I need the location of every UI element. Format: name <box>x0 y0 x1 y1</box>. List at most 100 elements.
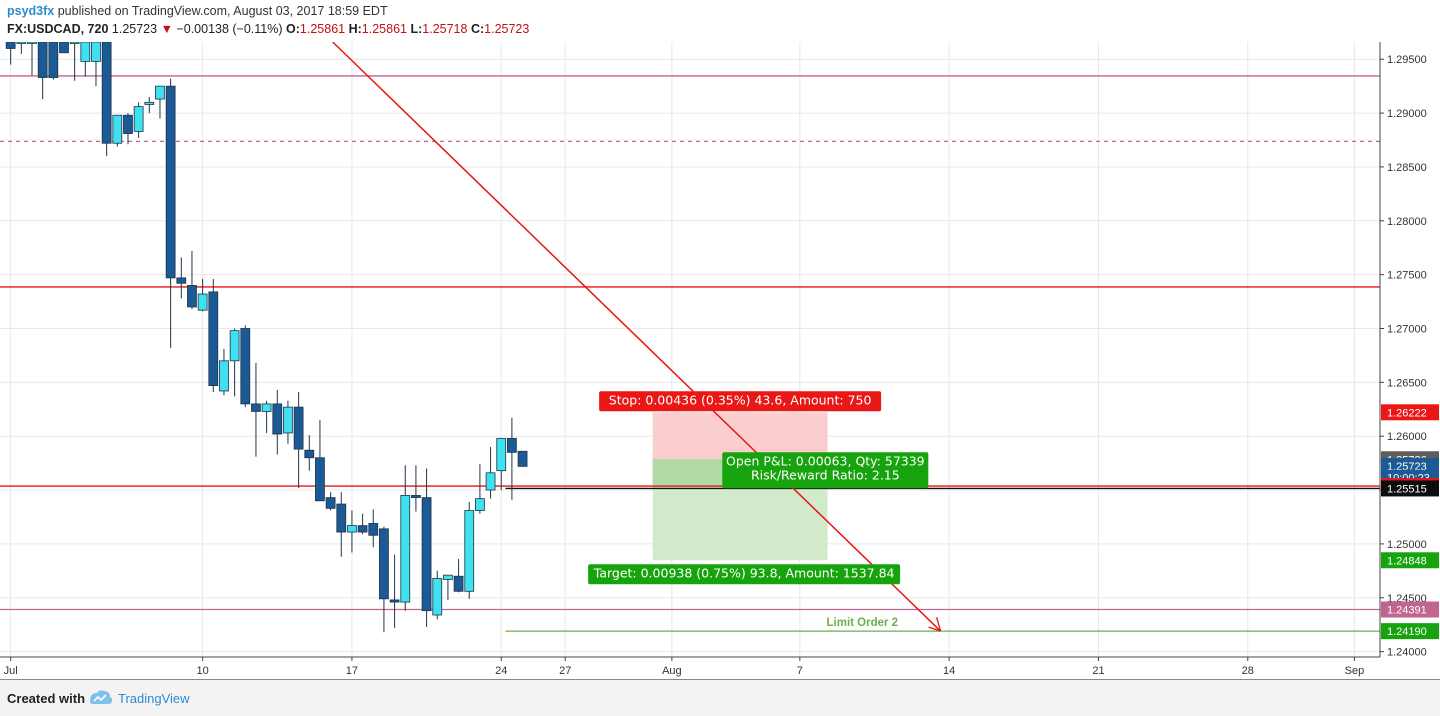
candle-body <box>400 495 411 603</box>
candle-body <box>80 41 91 62</box>
pnl-label-text: Open P&L: 0.00063, Qty: 57339 <box>726 453 925 468</box>
candle-body <box>101 41 112 144</box>
candle-body <box>485 472 496 491</box>
time-tick-label: Jul <box>4 665 18 677</box>
stop-label-text: Stop: 0.00436 (0.35%) 43.6, Amount: 750 <box>609 392 872 407</box>
candle-body <box>155 85 165 100</box>
low-value: 1.25718 <box>422 22 468 36</box>
candle-body <box>315 457 325 502</box>
candle-body <box>27 41 37 44</box>
candle-body <box>59 41 69 54</box>
symbol-label[interactable]: FX:USDCAD, 720 <box>7 22 109 36</box>
candle-body <box>283 406 293 434</box>
candle-body <box>517 450 528 467</box>
horizontal-levels <box>0 75 1380 632</box>
candle-body <box>176 277 187 284</box>
pnl-label-text: Risk/Reward Ratio: 2.15 <box>751 467 900 482</box>
target-zone <box>652 486 828 561</box>
price-tick-label: 1.26500 <box>1387 377 1427 389</box>
price-tick-label: 1.29500 <box>1387 54 1427 66</box>
candle-body <box>16 41 27 44</box>
price-tick-label: 1.28500 <box>1387 162 1427 174</box>
limit-order-label: Limit Order 2 <box>827 617 899 629</box>
price-tick-label: 1.25000 <box>1387 539 1427 551</box>
price-tag: 1.25515 <box>1387 483 1427 495</box>
created-with-text: Created with <box>7 691 86 706</box>
chart-grid <box>0 42 1380 657</box>
price-tick-label: 1.24000 <box>1387 647 1427 659</box>
time-tick-label: 21 <box>1092 665 1104 677</box>
price-tag-bg <box>1381 404 1439 421</box>
candle-body <box>432 577 443 616</box>
candle-body <box>229 330 240 362</box>
price-tag: 1.24190 <box>1387 626 1427 638</box>
candle-body <box>112 114 123 144</box>
footer: Created with TradingView <box>0 680 1440 716</box>
candle-body <box>379 528 389 600</box>
candle-body <box>475 498 485 511</box>
candle-body <box>293 406 304 450</box>
candle-body <box>347 525 357 533</box>
candle-body <box>133 106 144 132</box>
position-labels: Stop: 0.00436 (0.35%) 43.6, Amount: 750 O… <box>588 391 929 585</box>
candle-body <box>123 114 133 134</box>
down-arrow-icon: ▼ <box>160 22 173 36</box>
open-value: 1.25861 <box>299 22 346 36</box>
price-chart[interactable]: Limit Order 2 Stop: 0.00436 (0.35%) 43.6… <box>0 0 1440 680</box>
low-label: L: <box>410 22 423 36</box>
candle-body <box>421 497 432 612</box>
close-value: 1.25723 <box>484 22 530 36</box>
candle-body <box>336 503 347 533</box>
target-label: Target: 0.00938 (0.75%) 93.8, Amount: 15… <box>588 564 901 585</box>
candle-body <box>357 525 368 533</box>
pnl-label: Open P&L: 0.00063, Qty: 57339Risk/Reward… <box>722 452 929 489</box>
published-text: published on TradingView.com, August 03,… <box>54 4 388 18</box>
author-link[interactable]: psyd3fx <box>7 4 55 18</box>
time-tick-label: 14 <box>943 665 955 677</box>
high-label: H: <box>348 22 362 36</box>
price-tag: 1.24848 <box>1387 555 1427 567</box>
pnl-label-bg <box>722 452 929 489</box>
candle-body <box>272 403 283 435</box>
price-tag: 1.26222 <box>1387 407 1427 419</box>
time-tick-label: Aug <box>662 665 682 677</box>
time-tick-label: 17 <box>346 665 358 677</box>
price-tag-bg <box>1381 623 1439 640</box>
candle-body <box>261 403 272 412</box>
candle-body <box>48 41 59 78</box>
tradingview-brand-link[interactable]: TradingView <box>118 691 190 706</box>
time-tick-label: Sep <box>1345 665 1365 677</box>
candle-body <box>37 41 48 78</box>
trendline-arrow <box>928 616 942 632</box>
candle-body <box>197 293 208 311</box>
time-tick-label: 28 <box>1242 665 1254 677</box>
candle-body <box>464 510 475 592</box>
last-price: 1.25723 <box>111 22 158 36</box>
candle-body <box>69 41 80 44</box>
target-label-text: Target: 0.00938 (0.75%) 93.8, Amount: 15… <box>593 565 895 580</box>
high-value: 1.25861 <box>361 22 407 36</box>
time-tick-label: 24 <box>495 665 507 677</box>
candle-body <box>144 101 155 105</box>
stop-label: Stop: 0.00436 (0.35%) 43.6, Amount: 750 <box>599 391 882 412</box>
ohlc-line: FX:USDCAD, 720 1.25723 ▼ −0.00138 (−0.11… <box>7 22 529 36</box>
price-tag: 1.24391 <box>1387 605 1427 617</box>
candle-body <box>91 41 101 62</box>
change-value: −0.00138 (−0.11%) <box>176 22 283 36</box>
candle-body <box>165 85 176 279</box>
candle-body <box>496 437 507 472</box>
tradingview-logo-icon[interactable] <box>88 688 114 706</box>
close-label: C: <box>470 22 485 36</box>
candle-body <box>5 41 16 49</box>
candle-body <box>325 497 336 509</box>
price-tick-label: 1.29000 <box>1387 108 1427 120</box>
open-label: O: <box>286 22 300 36</box>
price-tick-label: 1.27500 <box>1387 270 1427 282</box>
chart-header: psyd3fx published on TradingView.com, Au… <box>0 0 1440 42</box>
candle-body <box>411 495 421 498</box>
candle-body <box>240 328 251 405</box>
candle-body <box>251 403 261 412</box>
candle-body <box>507 437 517 453</box>
stop-label-bg <box>599 391 882 412</box>
candle-body <box>304 449 315 459</box>
